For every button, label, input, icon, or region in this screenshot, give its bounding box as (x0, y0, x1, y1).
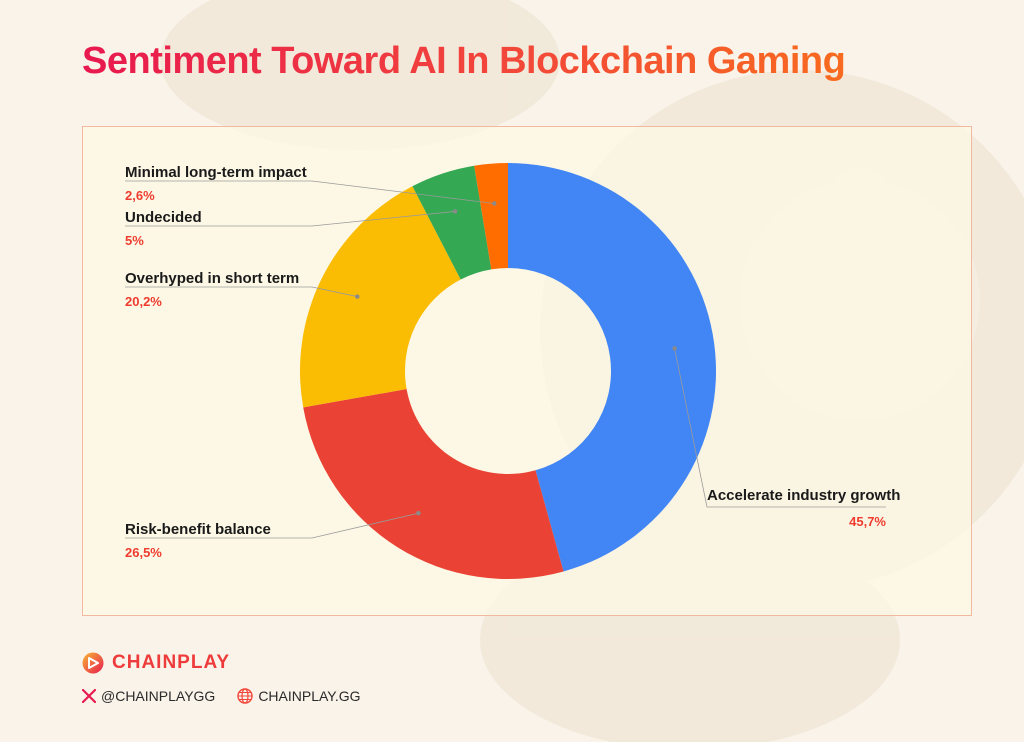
slice-label: Overhyped in short term (125, 270, 299, 287)
leader-dot-2 (416, 511, 421, 516)
brand: CHAINPLAY (82, 652, 383, 674)
leader-dot-4 (452, 209, 458, 214)
leader-line-4 (125, 211, 456, 227)
slice-label: Minimal long-term impact (125, 164, 307, 181)
donut-slice-4 (412, 165, 492, 280)
leader-line-1 (674, 348, 886, 508)
donut-slice-2 (303, 389, 564, 579)
slice-label: Accelerate industry growth (707, 487, 900, 504)
slice-value-label: 26,5% (125, 545, 162, 560)
donut-slice-3 (300, 186, 461, 408)
callout-labels: Accelerate industry growth 45,7% Risk-bene… (125, 164, 900, 560)
slice-label: Risk-benefit balance (125, 521, 271, 538)
slice-value-label: 20,2% (125, 294, 162, 309)
twitter-handle: @CHAINPLAYGG (101, 688, 216, 704)
donut-slice-5 (474, 163, 508, 270)
brand-name: CHAINPLAY (112, 652, 231, 673)
leader-line-5 (125, 180, 495, 204)
slice-value-label: 2,6% (125, 188, 155, 203)
leader-dot-3 (355, 294, 360, 299)
globe-icon (237, 688, 254, 704)
slice-label: Undecided (125, 209, 202, 226)
donut-chart: Accelerate industry growth 45,7% Risk-bene… (125, 163, 900, 579)
website-url: CHAINPLAY.GG (258, 688, 361, 704)
footer: CHAINPLAY @CHAINPLAYGG CHAINPLAY.GG (82, 652, 383, 704)
leader-dot-1 (672, 346, 677, 351)
donut-slices (300, 163, 717, 579)
chainplay-logo-icon (82, 652, 104, 674)
donut-slice-1 (508, 163, 717, 572)
slice-value-label: 45,7% (849, 514, 886, 529)
website-link[interactable]: CHAINPLAY.GG (237, 688, 361, 704)
chart-title: Sentiment Toward AI In Blockchain Gaming (82, 40, 846, 82)
leader-dot-5 (492, 201, 497, 206)
twitter-link[interactable]: @CHAINPLAYGG (82, 688, 215, 704)
x-twitter-icon (82, 689, 96, 703)
leader-line-2 (125, 512, 419, 539)
slice-value-label: 5% (125, 233, 144, 248)
leader-line-3 (125, 286, 358, 297)
social-links: @CHAINPLAYGG CHAINPLAY.GG (82, 688, 383, 704)
callout-leaders (125, 180, 886, 539)
